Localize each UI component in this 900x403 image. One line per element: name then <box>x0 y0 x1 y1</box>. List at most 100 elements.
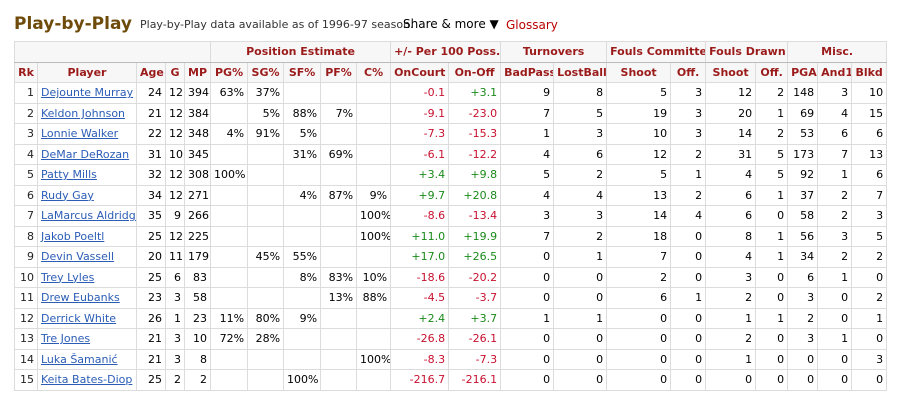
cell: 6 <box>817 123 853 145</box>
cell: 6 <box>606 287 672 309</box>
column-header: Off. <box>670 61 707 83</box>
cell: 0 <box>606 369 672 391</box>
player-link[interactable]: Jakob Poeltl <box>41 229 105 243</box>
player-link[interactable]: Drew Eubanks <box>41 291 120 305</box>
cell: +9.8 <box>448 164 502 186</box>
player-link[interactable]: Lonnie Walker <box>41 127 119 141</box>
cell: 384 <box>183 102 212 124</box>
cell: 2 <box>705 287 757 309</box>
cell: 0 <box>670 266 707 288</box>
cell: 1 <box>165 307 185 329</box>
cell: 0 <box>670 348 707 370</box>
player-link[interactable]: Tre Jones <box>41 332 91 346</box>
empty-cell <box>356 102 392 124</box>
player-link[interactable]: Patty Mills <box>41 168 97 182</box>
player-link[interactable]: Dejounte Murray <box>41 86 134 100</box>
empty-cell <box>247 348 285 370</box>
player-link[interactable]: LaMarcus Aldridge <box>41 209 137 223</box>
player-link[interactable]: Trey Lyles <box>41 270 95 284</box>
player-link[interactable]: Derrick White <box>41 311 117 325</box>
cell: 5 <box>553 102 608 124</box>
cell: 3 <box>851 205 888 227</box>
cell: 58 <box>787 205 819 227</box>
cell: 21 <box>136 102 166 124</box>
cell: 3 <box>787 287 819 309</box>
cell: 8 <box>183 348 212 370</box>
cell: 25 <box>136 369 166 391</box>
cell: 4 <box>500 143 555 165</box>
cell: 1 <box>755 102 789 124</box>
empty-cell <box>247 225 285 247</box>
cell: 4 <box>670 205 707 227</box>
cell: 4% <box>210 123 249 145</box>
cell: 0 <box>817 369 853 391</box>
cell: 6 <box>851 123 888 145</box>
cell: 271 <box>183 184 212 206</box>
cell: 12 <box>165 225 185 247</box>
column-header: Player <box>37 61 137 83</box>
player-link[interactable]: Keita Bates-Diop <box>41 373 133 387</box>
player-link[interactable]: Devin Vassell <box>41 250 115 264</box>
cell: -6.1 <box>390 143 450 165</box>
cell: 6 <box>705 184 757 206</box>
cell: 4% <box>283 184 322 206</box>
player-link[interactable]: Rudy Gay <box>41 188 94 202</box>
empty-cell <box>210 266 249 288</box>
cell: 3 <box>670 82 707 104</box>
cell: 87% <box>320 184 358 206</box>
cell: 9 <box>165 205 185 227</box>
player-cell: Trey Lyles <box>37 266 137 288</box>
cell: 0 <box>606 307 672 329</box>
cell: 80% <box>247 307 285 329</box>
player-link[interactable]: Keldon Johnson <box>41 106 126 120</box>
cell: 1 <box>851 307 888 329</box>
cell: 12 <box>165 102 185 124</box>
cell: +20.8 <box>448 184 502 206</box>
cell: 12 <box>705 82 757 104</box>
column-header: Rk <box>14 61 38 83</box>
player-row: 15 Keita Bates-Diop 25 2 2 100% -216.7 -216.1 0 0… <box>14 369 888 391</box>
cell: 8 <box>705 225 757 247</box>
empty-cell <box>247 164 285 186</box>
empty-cell <box>356 307 392 329</box>
empty-cell <box>320 348 358 370</box>
cell: 0 <box>755 205 789 227</box>
player-link[interactable]: DeMar DeRozan <box>41 147 130 161</box>
column-header: OnCourt <box>390 61 450 83</box>
cell: 63% <box>210 82 249 104</box>
share-menu[interactable]: Share & more ▼ <box>403 17 499 31</box>
column-header: PGA <box>787 61 819 83</box>
cell: 8 <box>14 225 38 247</box>
cell: 12 <box>165 164 185 186</box>
cell: 11 <box>165 246 185 268</box>
glossary-link[interactable]: Glossary <box>506 18 558 32</box>
cell: 5 <box>755 164 789 186</box>
cell: 100% <box>283 369 322 391</box>
empty-cell <box>247 184 285 206</box>
player-cell: Rudy Gay <box>37 184 137 206</box>
cell: 14 <box>705 123 757 145</box>
group-header: Misc. <box>787 41 888 63</box>
empty-cell <box>356 82 392 104</box>
cell: 2 <box>787 307 819 329</box>
column-header-row: Rk Player Age G MP PG% SG% SF% PF% C% OnCourt On-Of… <box>14 61 888 83</box>
cell: 12 <box>165 184 185 206</box>
player-link[interactable]: Luka Šamanić <box>41 352 118 366</box>
cell: +11.0 <box>390 225 450 247</box>
cell: 10 <box>165 143 185 165</box>
empty-cell <box>320 246 358 268</box>
cell: -23.0 <box>448 102 502 124</box>
cell: 9% <box>356 184 392 206</box>
cell: -13.4 <box>448 205 502 227</box>
column-header: On-Off <box>448 61 502 83</box>
cell: 6 <box>787 266 819 288</box>
cell: 2 <box>553 164 608 186</box>
column-header: BadPass <box>500 61 555 83</box>
empty-cell <box>356 164 392 186</box>
cell: 0 <box>553 328 608 350</box>
player-row: 7 LaMarcus Aldridge 35 9 266 100% -8.6 -13.4 3 3 1… <box>14 205 888 227</box>
column-header: PG% <box>210 61 249 83</box>
cell: 308 <box>183 164 212 186</box>
column-header: And1 <box>817 61 853 83</box>
